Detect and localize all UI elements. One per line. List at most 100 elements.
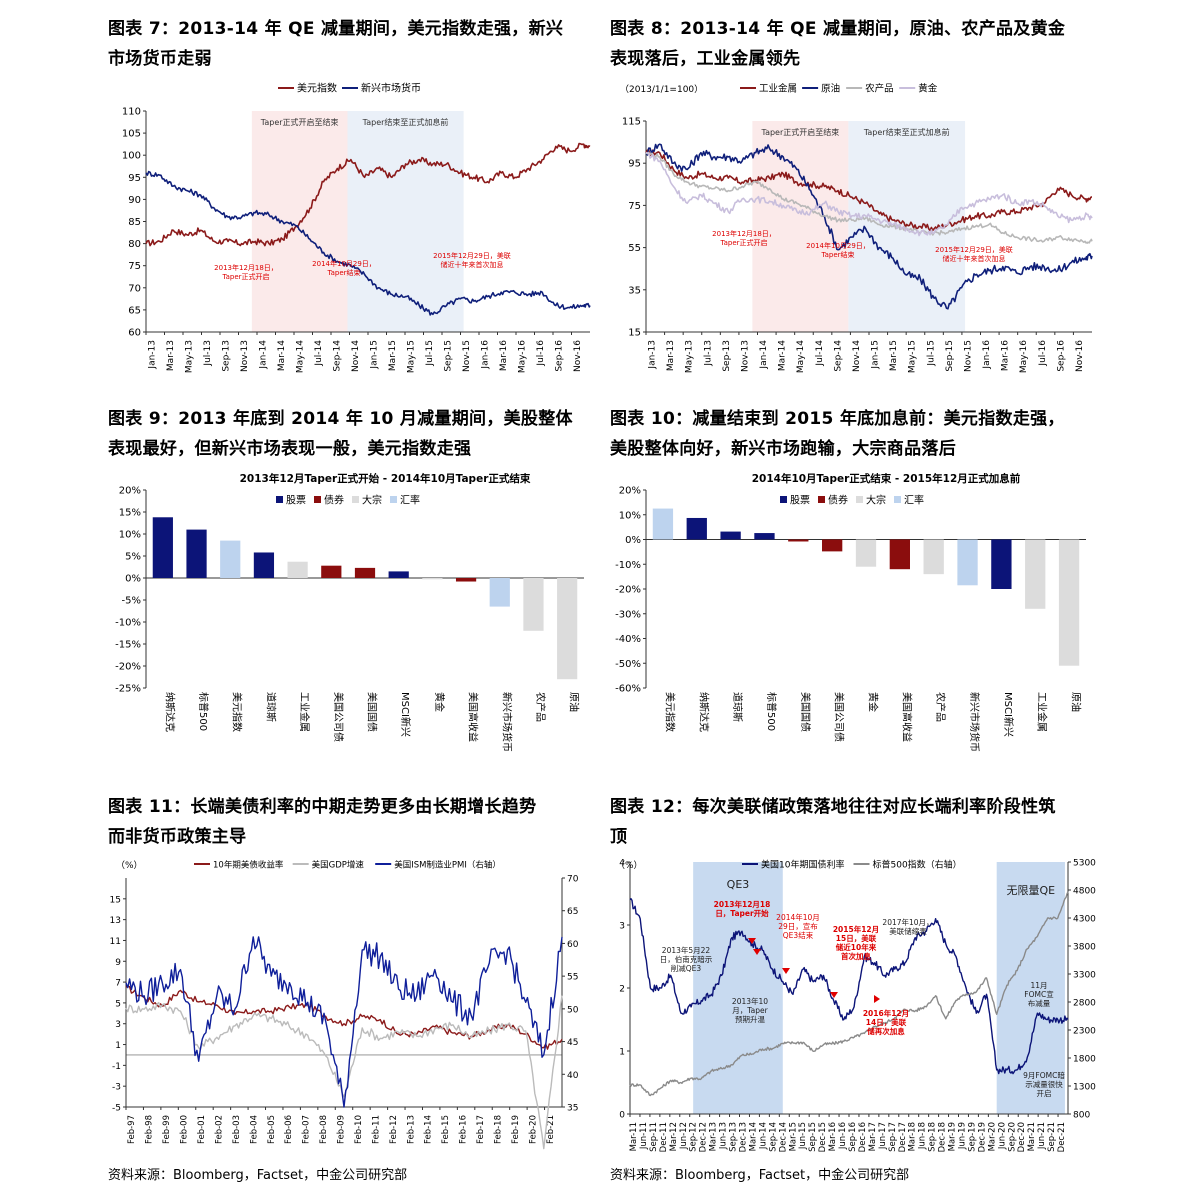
fig7-xtick-label: May-15 (407, 340, 417, 373)
fig12-xtick-label: Dec-21 (1057, 1122, 1067, 1152)
fig7-ytick-label: 60 (128, 328, 141, 339)
fig11-xtick-label: Feb-01 (197, 1115, 207, 1144)
fig11-y2tick-label: 50 (567, 1005, 579, 1015)
fig12-annotation-4: 29日，宣布 (778, 921, 818, 931)
fig8-xtick-label: Mar-13 (666, 340, 676, 371)
fig7-shade-label-2: Taper结束至正式加息前 (362, 117, 449, 127)
fig7-ytick-label: 110 (122, 107, 141, 118)
fig9-category-label-12: 农产品 (534, 692, 547, 722)
fig11-ytick-label: 3 (115, 1020, 121, 1030)
fig7-ytick-label: 85 (128, 217, 141, 228)
fig7-xtick-label: Jan-14 (259, 340, 269, 370)
fig8-legend-label-4: 黄金 (918, 83, 938, 95)
fig12-annotation-3: 月，Taper (732, 1006, 768, 1015)
fig7-title-line2: 市场货币走弱 (108, 49, 212, 69)
fig12-xtick-label: Sep-15 (808, 1122, 818, 1152)
fig9-legend-label-1: 股票 (286, 495, 306, 507)
fig11-y2tick-label: 40 (567, 1071, 579, 1081)
fig7-xtick-label: Mar-15 (388, 340, 398, 371)
fig12-event-arrow-1 (753, 949, 761, 955)
fig12-xtick-label: Jun-19 (957, 1122, 967, 1150)
fig7-xtick-label: Jul-14 (314, 340, 324, 367)
fig12-xtick-label: Mar-20 (987, 1122, 997, 1151)
fig8-xtick-label: Nov-13 (740, 340, 750, 372)
fig8-xtick-label: Jan-13 (648, 340, 658, 370)
fig7-annotation-1: Taper正式开启 (221, 272, 269, 281)
fig11-ytick-label: -3 (112, 1083, 121, 1093)
fig9-legend-swatch-4 (390, 496, 397, 503)
fig9-title-line1: 图表 9：2013 年底到 2014 年 10 月减量期间，美股整体 (108, 409, 573, 429)
fig12-ytick-label: 0 (619, 1111, 625, 1121)
fig11-xtick-label: Feb-08 (319, 1115, 329, 1144)
fig11-legend-label-1: 10年期美债收益率 (213, 860, 284, 871)
fig10-bar-13 (1058, 539, 1080, 666)
fig8-title-line1: 图表 8：2013-14 年 QE 减量期间，原油、农产品及黄金 (610, 19, 1066, 39)
fig11-xtick-label: Feb-13 (406, 1115, 416, 1144)
fig12-xtick-label: Mar-14 (748, 1122, 758, 1151)
fig8-xtick-label: Nov-15 (963, 340, 973, 372)
fig12-annotation-3: 预期升温 (735, 1014, 765, 1024)
fig11-ytick-label: 1 (115, 1041, 121, 1051)
fig8-shade-2 (848, 121, 966, 332)
fig10-bar-11 (991, 539, 1012, 589)
fig9-category-label-10: 美国高收益 (467, 692, 480, 742)
fig8-xtick-label: Jan-15 (871, 340, 881, 370)
fig8-shade-label-2: Taper结束至正式加息前 (863, 127, 950, 137)
fig8-xtick-label: May-14 (796, 340, 806, 373)
fig9-category-label-7: 美国国债 (366, 692, 379, 732)
fig12-annotation-9: 示减量很快 (1025, 1079, 1063, 1089)
fig8-series-line-4 (645, 151, 1093, 237)
fig12-xtick-label: Mar-18 (908, 1122, 918, 1151)
fig7-ytick-label: 80 (128, 239, 141, 250)
fig7-series-line-2 (145, 170, 591, 316)
fig9-ytick-label: -20% (115, 662, 141, 673)
fig7-ytick-label: 100 (122, 151, 141, 162)
fig12-legend-label-1: 美国10年期国债利率 (761, 859, 844, 871)
fig9-ytick-label: -5% (122, 596, 141, 607)
fig10-bar-12 (1025, 539, 1046, 609)
fig8-xtick-label: Jul-15 (926, 340, 936, 367)
fig8-xtick-label: Mar-16 (1001, 340, 1011, 371)
source-note-left: 资料来源：Bloomberg，Factset，中金公司研究部 (108, 1168, 408, 1183)
fig11-xtick-label: Feb-16 (459, 1115, 469, 1144)
fig12-event-arrow-2 (830, 992, 838, 998)
fig12-y2tick-label: 1300 (1073, 1083, 1096, 1093)
fig10-ytick-label: -20% (615, 585, 641, 596)
fig12-annotation-8: 11月 (1030, 981, 1047, 990)
fig7-xtick-label: May-14 (296, 340, 306, 373)
fig9-category-label-3: 美元指数 (231, 692, 244, 732)
fig9-category-label-13: 原油 (568, 692, 581, 712)
fig9-ytick-label: 15% (119, 508, 141, 519)
fig12-shade-label-1: QE3 (727, 878, 750, 891)
fig8-chart: Taper正式开启至结束 Taper结束至正式加息前 15 35 55 75 95 115 Ja… (620, 83, 1093, 373)
fig9-ytick-label: 5% (125, 552, 141, 563)
fig12-annotation-3: 2013年10 (732, 996, 768, 1006)
fig8-xtick-label: Mar-15 (889, 340, 899, 371)
fig8-title: 图表 8：2013-14 年 QE 减量期间，原油、农产品及黄金 表现落后，工业… (610, 14, 1100, 74)
fig8-xtick-label: May-15 (908, 340, 918, 373)
fig12-y2tick-label: 1800 (1073, 1055, 1096, 1065)
fig12-shade-label-2: 无限量QE (1007, 884, 1056, 897)
fig12-xtick-label: Dec-20 (1017, 1122, 1027, 1152)
fig12-annotation-4: 2014年10月 (776, 912, 820, 922)
fig12-annotation-6: 14日，美联 (866, 1017, 907, 1027)
fig12-ytick-label: 2 (619, 985, 625, 995)
fig12-annotation-5: 储近10年来 (836, 942, 877, 952)
fig9-legend-swatch-3 (352, 496, 359, 503)
fig11-title-line1: 图表 11：长端美债利率的中期走势更多由长期增长趋势 (108, 797, 537, 817)
fig8-xtick-label: Jul-14 (815, 340, 825, 367)
fig10-bar-3 (720, 531, 741, 540)
fig9-ytick-label: -10% (115, 618, 141, 629)
fig10-legend-swatch-2 (818, 496, 825, 503)
fig12-annotation-5: 15日，美联 (836, 933, 877, 943)
fig10-bar-7 (855, 539, 877, 567)
fig12-xtick-label: Sep-18 (928, 1122, 938, 1152)
fig9-bar-11 (489, 578, 510, 607)
fig7-xtick-label: Mar-14 (277, 340, 287, 371)
fig12-annotation-1: 削减QE3 (671, 963, 702, 973)
fig7-xtick-label: Mar-13 (166, 340, 176, 371)
fig7-title-line1: 图表 7：2013-14 年 QE 减量期间，美元指数走强，新兴 (108, 19, 564, 39)
fig11-y2tick-label: 35 (567, 1104, 578, 1114)
fig10-bar-8 (889, 539, 910, 570)
fig12-title-line2: 顶 (610, 827, 628, 847)
